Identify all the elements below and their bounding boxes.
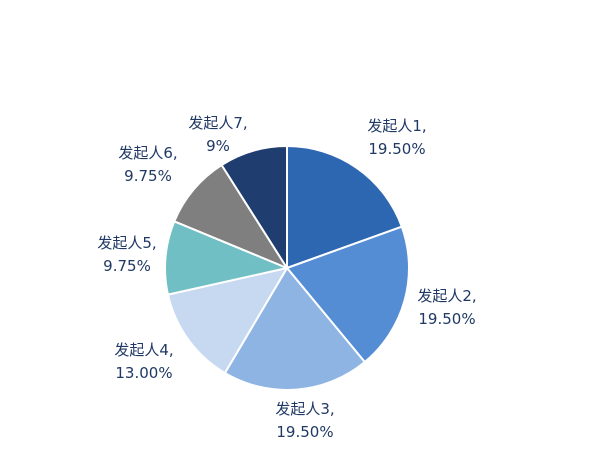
slice-value: 9.75% bbox=[124, 167, 172, 185]
slice-label-7: 发起人7, 9% bbox=[188, 114, 247, 155]
slice-name: 发起人6, bbox=[118, 144, 177, 162]
slice-name: 发起人3, bbox=[275, 400, 334, 418]
slice-name: 发起人5, bbox=[97, 234, 156, 252]
slice-name: 发起人4, bbox=[114, 341, 173, 359]
slice-label-3: 发起人3, 19.50% bbox=[275, 400, 334, 441]
pie-slice-2 bbox=[286, 225, 410, 363]
pie-slice-3 bbox=[223, 267, 366, 391]
slice-label-6: 发起人6, 9.75% bbox=[118, 144, 177, 185]
slice-label-4: 发起人4, 13.00% bbox=[114, 341, 173, 382]
slice-labels: 发起人1, 19.50% 发起人2, 19.50% 发起人3, 19.50% 发起人4, 13… bbox=[97, 114, 476, 441]
pie-slice-1 bbox=[286, 145, 403, 269]
slice-value: 19.50% bbox=[276, 423, 333, 441]
slice-label-5: 发起人5, 9.75% bbox=[97, 234, 156, 275]
slice-name: 发起人2, bbox=[417, 287, 476, 305]
slice-label-1: 发起人1, 19.50% bbox=[367, 117, 426, 158]
pie-slice-5 bbox=[164, 220, 288, 296]
pie-slice-6 bbox=[173, 163, 288, 269]
slice-value: 9.75% bbox=[103, 257, 151, 275]
pie-slice-4 bbox=[166, 267, 288, 375]
slice-value: 19.50% bbox=[368, 140, 425, 158]
slice-value: 9% bbox=[206, 137, 230, 155]
slice-name: 发起人1, bbox=[367, 117, 426, 135]
pie-slices bbox=[164, 145, 410, 391]
slice-name: 发起人7, bbox=[188, 114, 247, 132]
slice-value: 13.00% bbox=[115, 364, 172, 382]
pie-slice-7 bbox=[220, 145, 288, 269]
slice-label-2: 发起人2, 19.50% bbox=[417, 287, 476, 328]
slice-value: 19.50% bbox=[418, 310, 475, 328]
